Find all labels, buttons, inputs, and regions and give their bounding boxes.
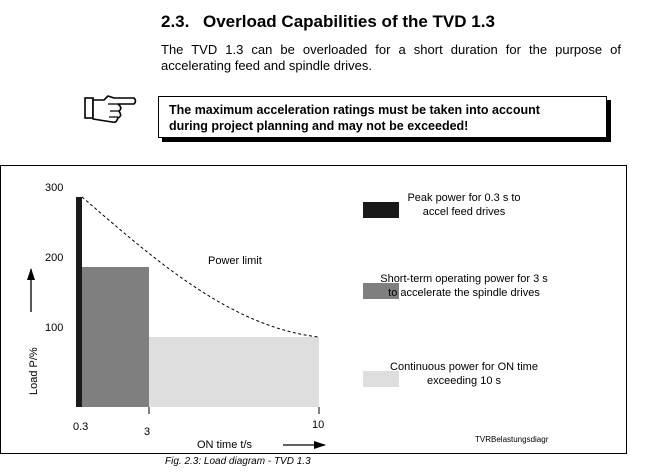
continuous-power-area	[149, 337, 319, 407]
legend-swatch-short-term-power-area	[363, 283, 399, 299]
legend-label-short-term-power-area-2: to accelerate the spindle drives	[388, 287, 540, 299]
y-axis-label: Load P/%	[28, 347, 40, 395]
intro-paragraph: The TVD 1.3 can be overloaded for a shor…	[161, 42, 621, 73]
short-term-power-area	[82, 267, 149, 407]
peak-power-bar	[76, 197, 82, 407]
legend-label-continuous-power-area-1: Continuous power for ON time	[390, 361, 538, 373]
legend-swatch-peak-power-bar	[363, 202, 399, 218]
y-tick-200: 200	[45, 252, 63, 264]
legend-label-continuous-power-area-2: exceeding 10 s	[427, 375, 501, 387]
x-tick-10: 10	[312, 419, 324, 431]
section-number: 2.3.	[161, 12, 190, 31]
legend-label-peak-power-bar-2: accel feed drives	[423, 206, 506, 218]
warning-notice: The maximum acceleration ratings must be…	[158, 96, 607, 138]
notice-line-2: during project planning and may not be e…	[169, 119, 469, 133]
section-heading: 2.3. Overload Capabilities of the TVD 1.3	[161, 12, 495, 32]
load-diagram-figure: 300 200 100 0.3 3 10 Load P/% ON time t/…	[0, 165, 627, 454]
legend-label-short-term-power-area-1: Short-term operating power for 3 s	[380, 273, 548, 285]
figure-caption: Fig. 2.3: Load diagram - TVD 1.3	[165, 456, 311, 467]
notice-line-1: The maximum acceleration ratings must be…	[169, 103, 540, 117]
power-limit-annotation: Power limit	[208, 255, 262, 267]
load-diagram-chart: 300 200 100 0.3 3 10 Load P/% ON time t/…	[27, 182, 549, 451]
pointing-hand-icon	[84, 95, 137, 124]
x-tick-3: 3	[144, 426, 150, 438]
legend-swatch-continuous-power-area	[363, 371, 399, 387]
section-title: Overload Capabilities of the TVD 1.3	[203, 12, 495, 31]
x-tick-0-3: 0.3	[73, 421, 88, 433]
y-tick-300: 300	[45, 182, 63, 194]
x-axis-label: ON time t/s	[197, 439, 253, 451]
file-label: TVRBelastungsdiagr	[475, 435, 549, 444]
y-tick-100: 100	[45, 322, 63, 334]
legend-label-peak-power-bar-1: Peak power for 0.3 s to	[407, 192, 520, 204]
